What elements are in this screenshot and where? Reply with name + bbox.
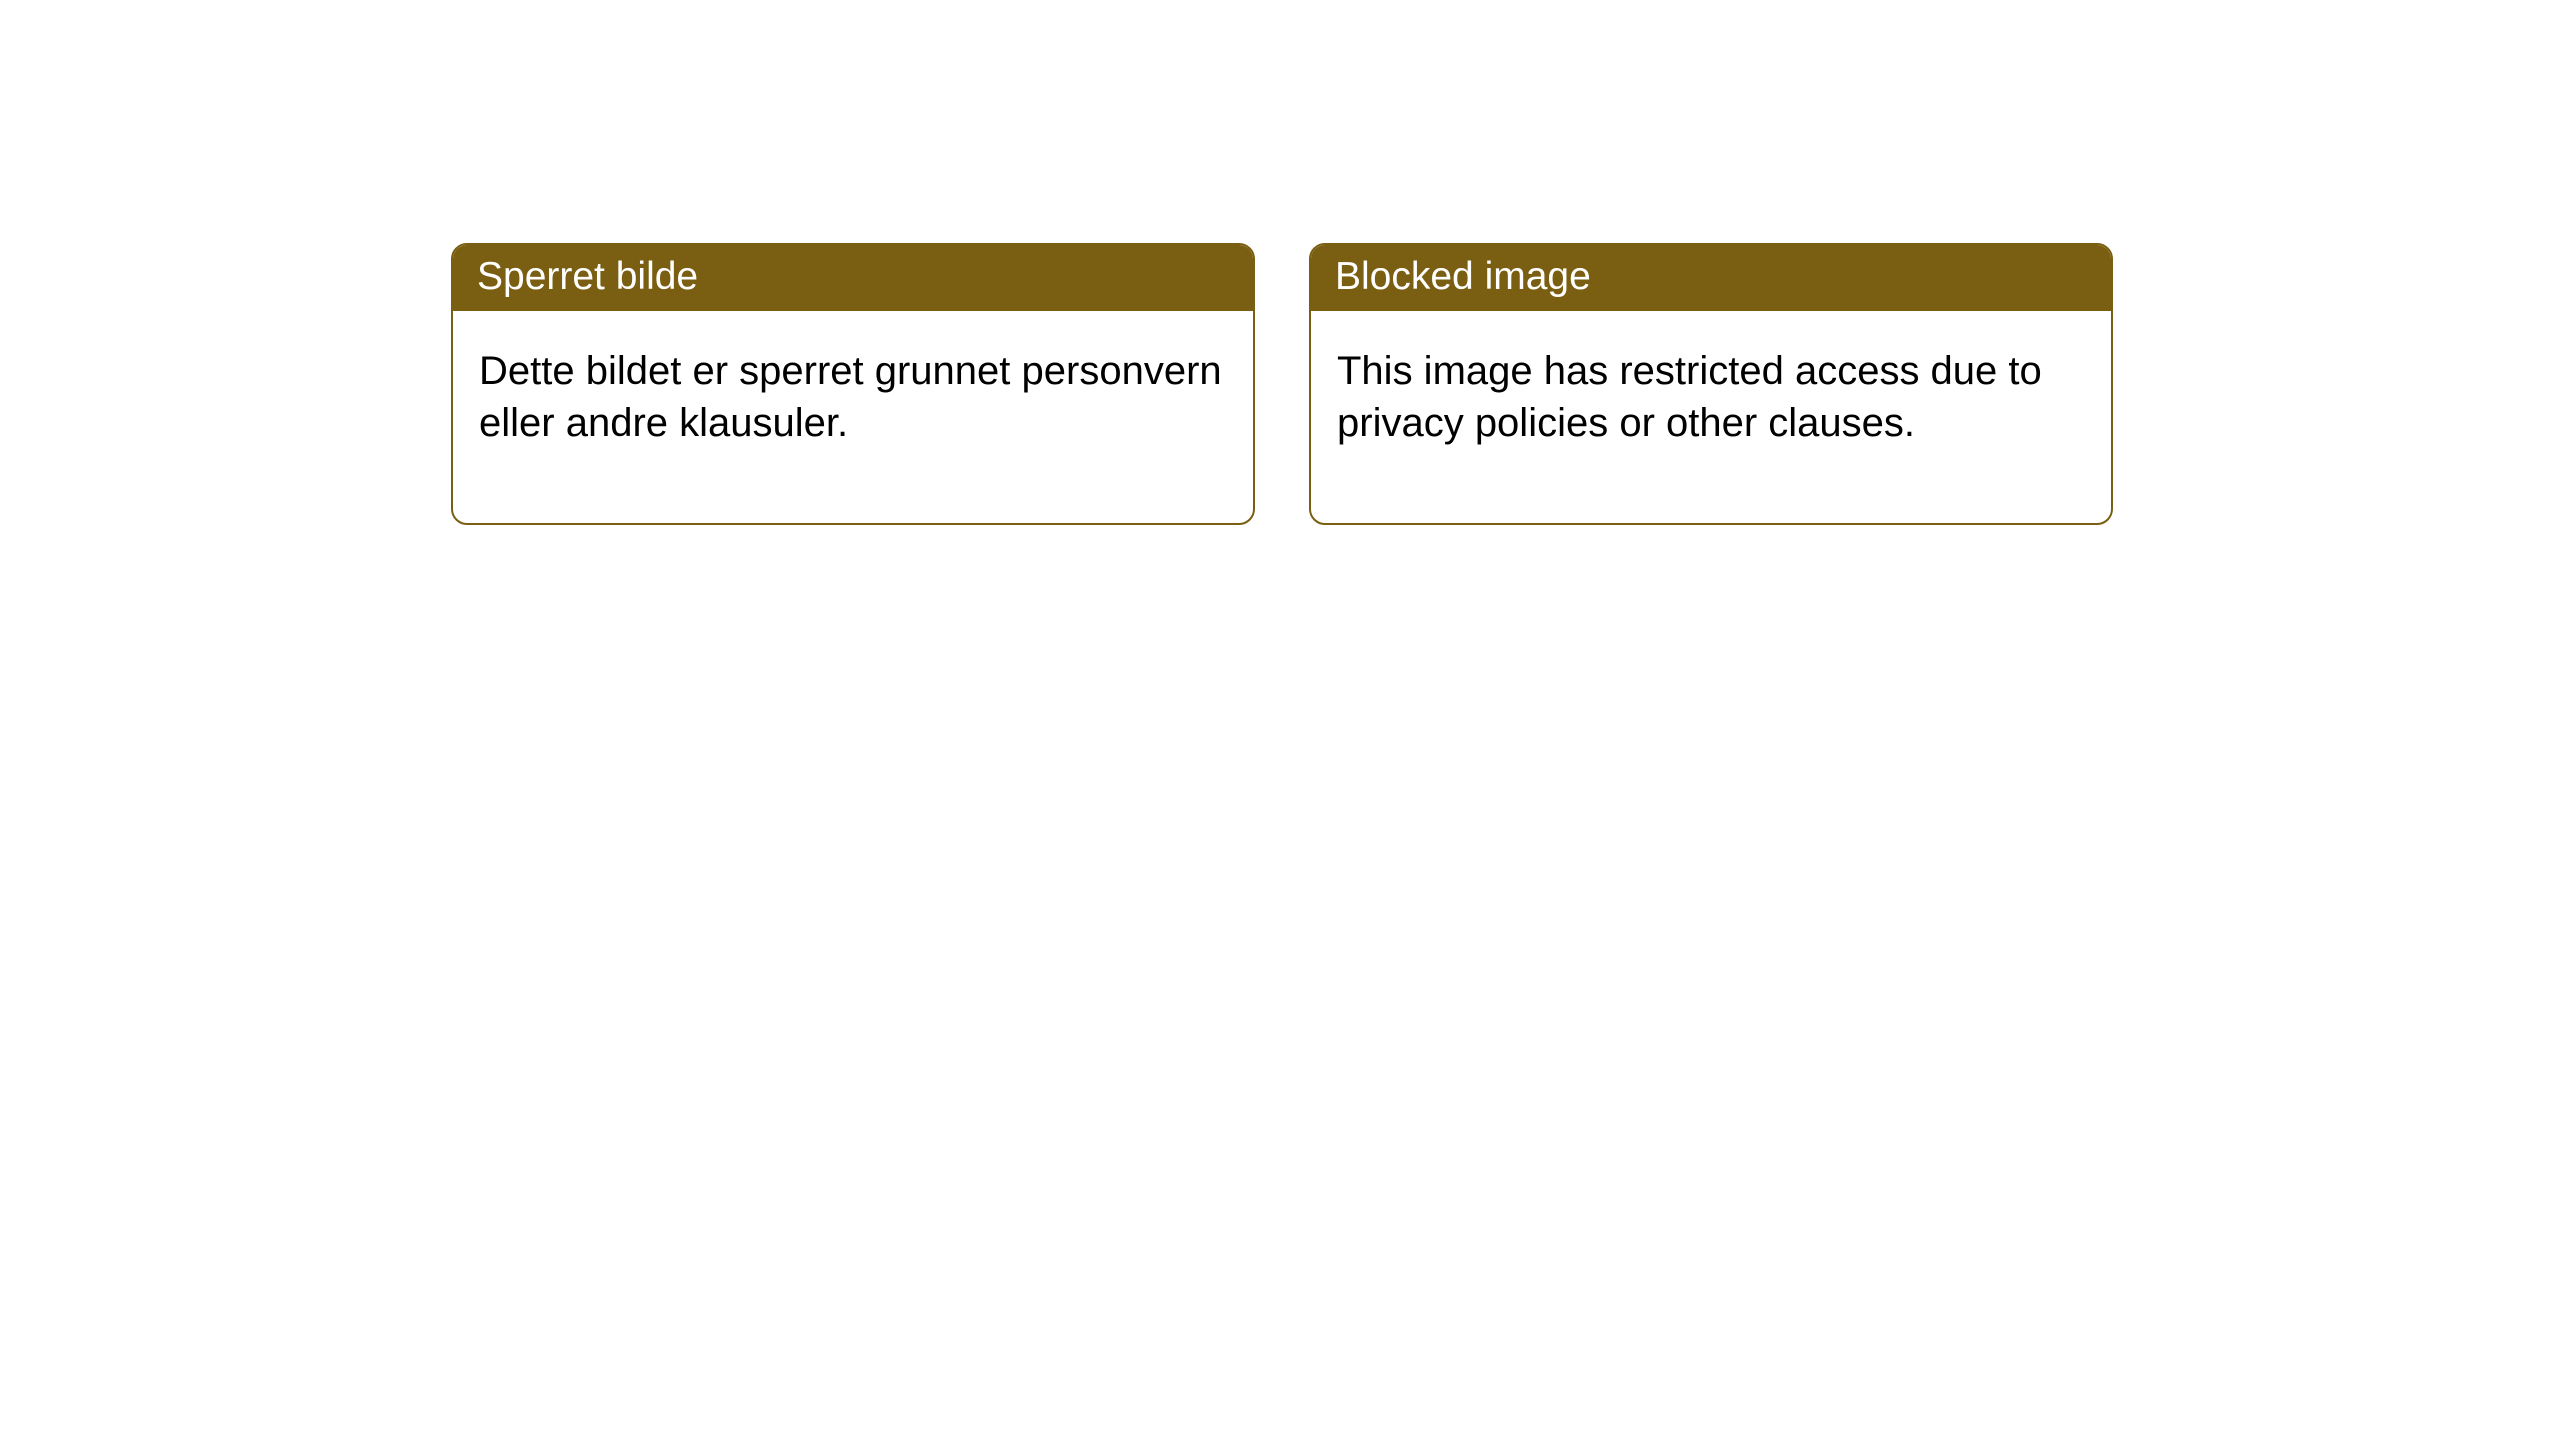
notice-card-body: This image has restricted access due to … xyxy=(1311,311,2111,523)
notice-card-english: Blocked image This image has restricted … xyxy=(1309,243,2113,525)
notice-card-norwegian: Sperret bilde Dette bildet er sperret gr… xyxy=(451,243,1255,525)
notice-card-body: Dette bildet er sperret grunnet personve… xyxy=(453,311,1253,523)
notice-container: Sperret bilde Dette bildet er sperret gr… xyxy=(0,0,2560,525)
notice-card-title: Blocked image xyxy=(1311,245,2111,311)
notice-card-title: Sperret bilde xyxy=(453,245,1253,311)
